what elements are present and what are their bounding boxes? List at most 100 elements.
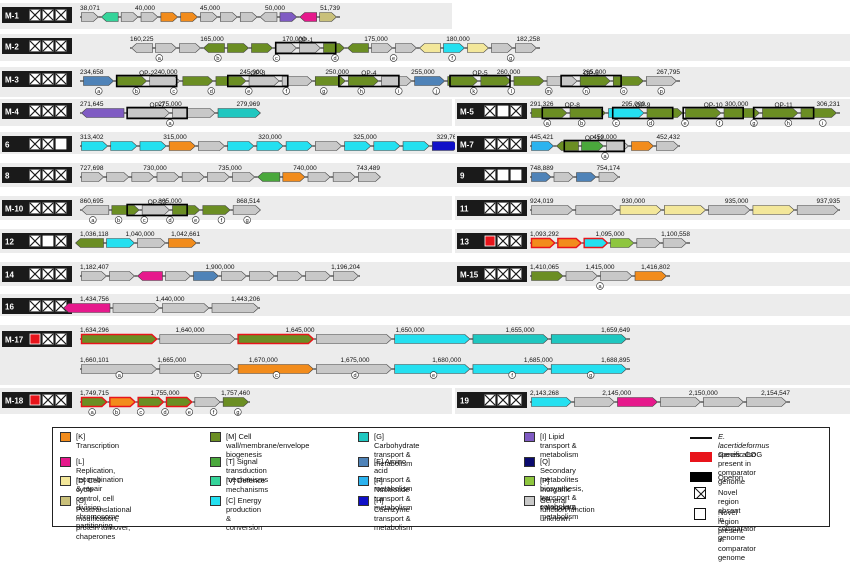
gene-marker-letter: e (194, 218, 197, 224)
cross-mark (510, 394, 522, 406)
gene-marker-letter: c (139, 410, 142, 416)
gene-arrow-S-10-4 (708, 205, 751, 215)
gene-marker-circle (545, 87, 553, 95)
gene-marker-circle (470, 87, 478, 95)
gene-arrow-C-5-11 (402, 141, 430, 151)
gene-arrow-M-1-3 (203, 43, 225, 53)
gene-marker-letter: d (163, 410, 166, 416)
cross-mark (29, 202, 41, 214)
gene-arrow-S-7-10 (332, 172, 356, 182)
coordinate-label: 271,645 (80, 101, 104, 108)
gene-marker-circle (750, 119, 758, 127)
gene-arrow-S-13-7 (277, 271, 303, 281)
gene-marker-circle (95, 87, 103, 95)
coordinate-label: 1,900,000 (206, 264, 235, 271)
gene-arrow-S-8-1 (553, 172, 574, 182)
coordinate-label: 175,000 (364, 36, 388, 43)
coordinate-label: 1,416,802 (641, 264, 670, 271)
coordinate-label: 735,000 (218, 165, 242, 172)
gene-marker-circle (715, 119, 724, 127)
gene-marker-letter: b (580, 121, 583, 127)
gene-arrow-L-18-2 (617, 397, 658, 407)
region-label: 12 (5, 238, 14, 247)
gene-arrow-K-12-0 (530, 237, 556, 249)
gene-arrow-M-9-3 (172, 205, 201, 215)
operon-box (274, 41, 337, 55)
coordinate-label: 245,000 (240, 69, 264, 76)
gene-arrow-S-9-5 (232, 205, 261, 215)
legend-swatch-D (60, 476, 71, 486)
gene-arrow-S-16-1 (159, 334, 236, 344)
cross-mark (42, 9, 54, 21)
gene-arrow-S-7-11 (358, 172, 381, 182)
gene-marker-letter: a (91, 410, 95, 416)
cross-mark (29, 169, 41, 181)
cross-mark (55, 40, 67, 52)
legend-label-Q: [Q] Secondary metabolites biosynthesis, … (540, 457, 584, 511)
gene-marker-circle (620, 87, 628, 95)
cross-mark (55, 105, 67, 117)
coordinate-label: 743,489 (357, 165, 381, 172)
gene-arrow-S-14-1 (565, 271, 598, 281)
gene-arrow-S-13-5 (221, 271, 247, 281)
gene-marker-circle (432, 87, 440, 95)
cross-mark (29, 268, 41, 280)
cross-mark (42, 394, 54, 406)
coordinate-label: 452,432 (657, 134, 681, 141)
gene-marker-circle (214, 54, 222, 62)
gene-arrow-S-0-3 (140, 12, 159, 22)
region-label: 13 (460, 238, 469, 247)
gene-arrow-C-11-1 (106, 238, 135, 248)
gene-arrow-E-13-4 (193, 271, 219, 281)
legend-swatch-E (358, 457, 369, 467)
gene-arrow-S-0-2 (120, 12, 139, 22)
coordinate-label: 1,415,000 (586, 264, 615, 271)
legend-swatch-H (358, 496, 369, 506)
coordinate-label: 45,000 (200, 5, 220, 12)
cross-mark (29, 40, 41, 52)
gene-arrow-S-12-5 (662, 238, 687, 248)
operon-label: OP-11 (774, 102, 793, 109)
gene-marker-letter: b (196, 373, 199, 379)
coordinate-label: 930,000 (622, 198, 646, 205)
gene-arrow-S-0-7 (220, 12, 238, 22)
gene-marker-letter: a (598, 284, 602, 290)
operon-box (115, 74, 178, 88)
gene-marker-circle (88, 408, 96, 416)
coordinate-label: 267,795 (657, 69, 681, 76)
gene-arrow-S-9-2 (141, 205, 170, 215)
gene-marker-letter: a (168, 121, 172, 127)
coordinate-label: 306,231 (817, 101, 841, 108)
legend-cog-line (690, 437, 712, 439)
gene-marker-circle (784, 119, 793, 127)
cross-mark (42, 105, 54, 117)
gene-arrow-S-13-9 (333, 271, 359, 281)
gene-marker-circle (207, 87, 215, 95)
cross-mark (55, 202, 67, 214)
gene-marker-circle (389, 54, 398, 62)
gene-arrow-S-9-0 (81, 205, 110, 215)
gene-arrow-M-2-3 (182, 76, 214, 86)
gene-arrow-E-2-10 (414, 76, 446, 86)
operon-label: OP-7 (150, 102, 166, 109)
gene-marker-circle (601, 152, 609, 160)
gene-marker-letter: g (509, 56, 512, 62)
coordinate-label: 445,421 (530, 134, 554, 141)
gene-arrow-S-7-5 (207, 172, 230, 182)
legend-label-operon: Operon (718, 473, 744, 482)
gene-marker-circle (272, 371, 281, 379)
gene-arrow-S-0-9 (259, 12, 278, 22)
region-band-11 (0, 229, 452, 253)
gene-marker-circle (155, 54, 163, 62)
region-label: 14 (5, 271, 14, 280)
legend-swatch-P (524, 476, 535, 486)
legend-operon-swatch (690, 472, 712, 482)
coordinate-label: 1,645,000 (286, 327, 315, 334)
gene-marker-letter: e (247, 89, 250, 95)
gene-arrow-S-2-6 (281, 76, 313, 86)
gene-arrow-S-2-17 (646, 76, 677, 86)
gene-marker-circle (448, 54, 456, 62)
cross-mark (29, 105, 41, 117)
gene-arrow-S-18-1 (574, 397, 615, 407)
cross-mark (55, 394, 67, 406)
